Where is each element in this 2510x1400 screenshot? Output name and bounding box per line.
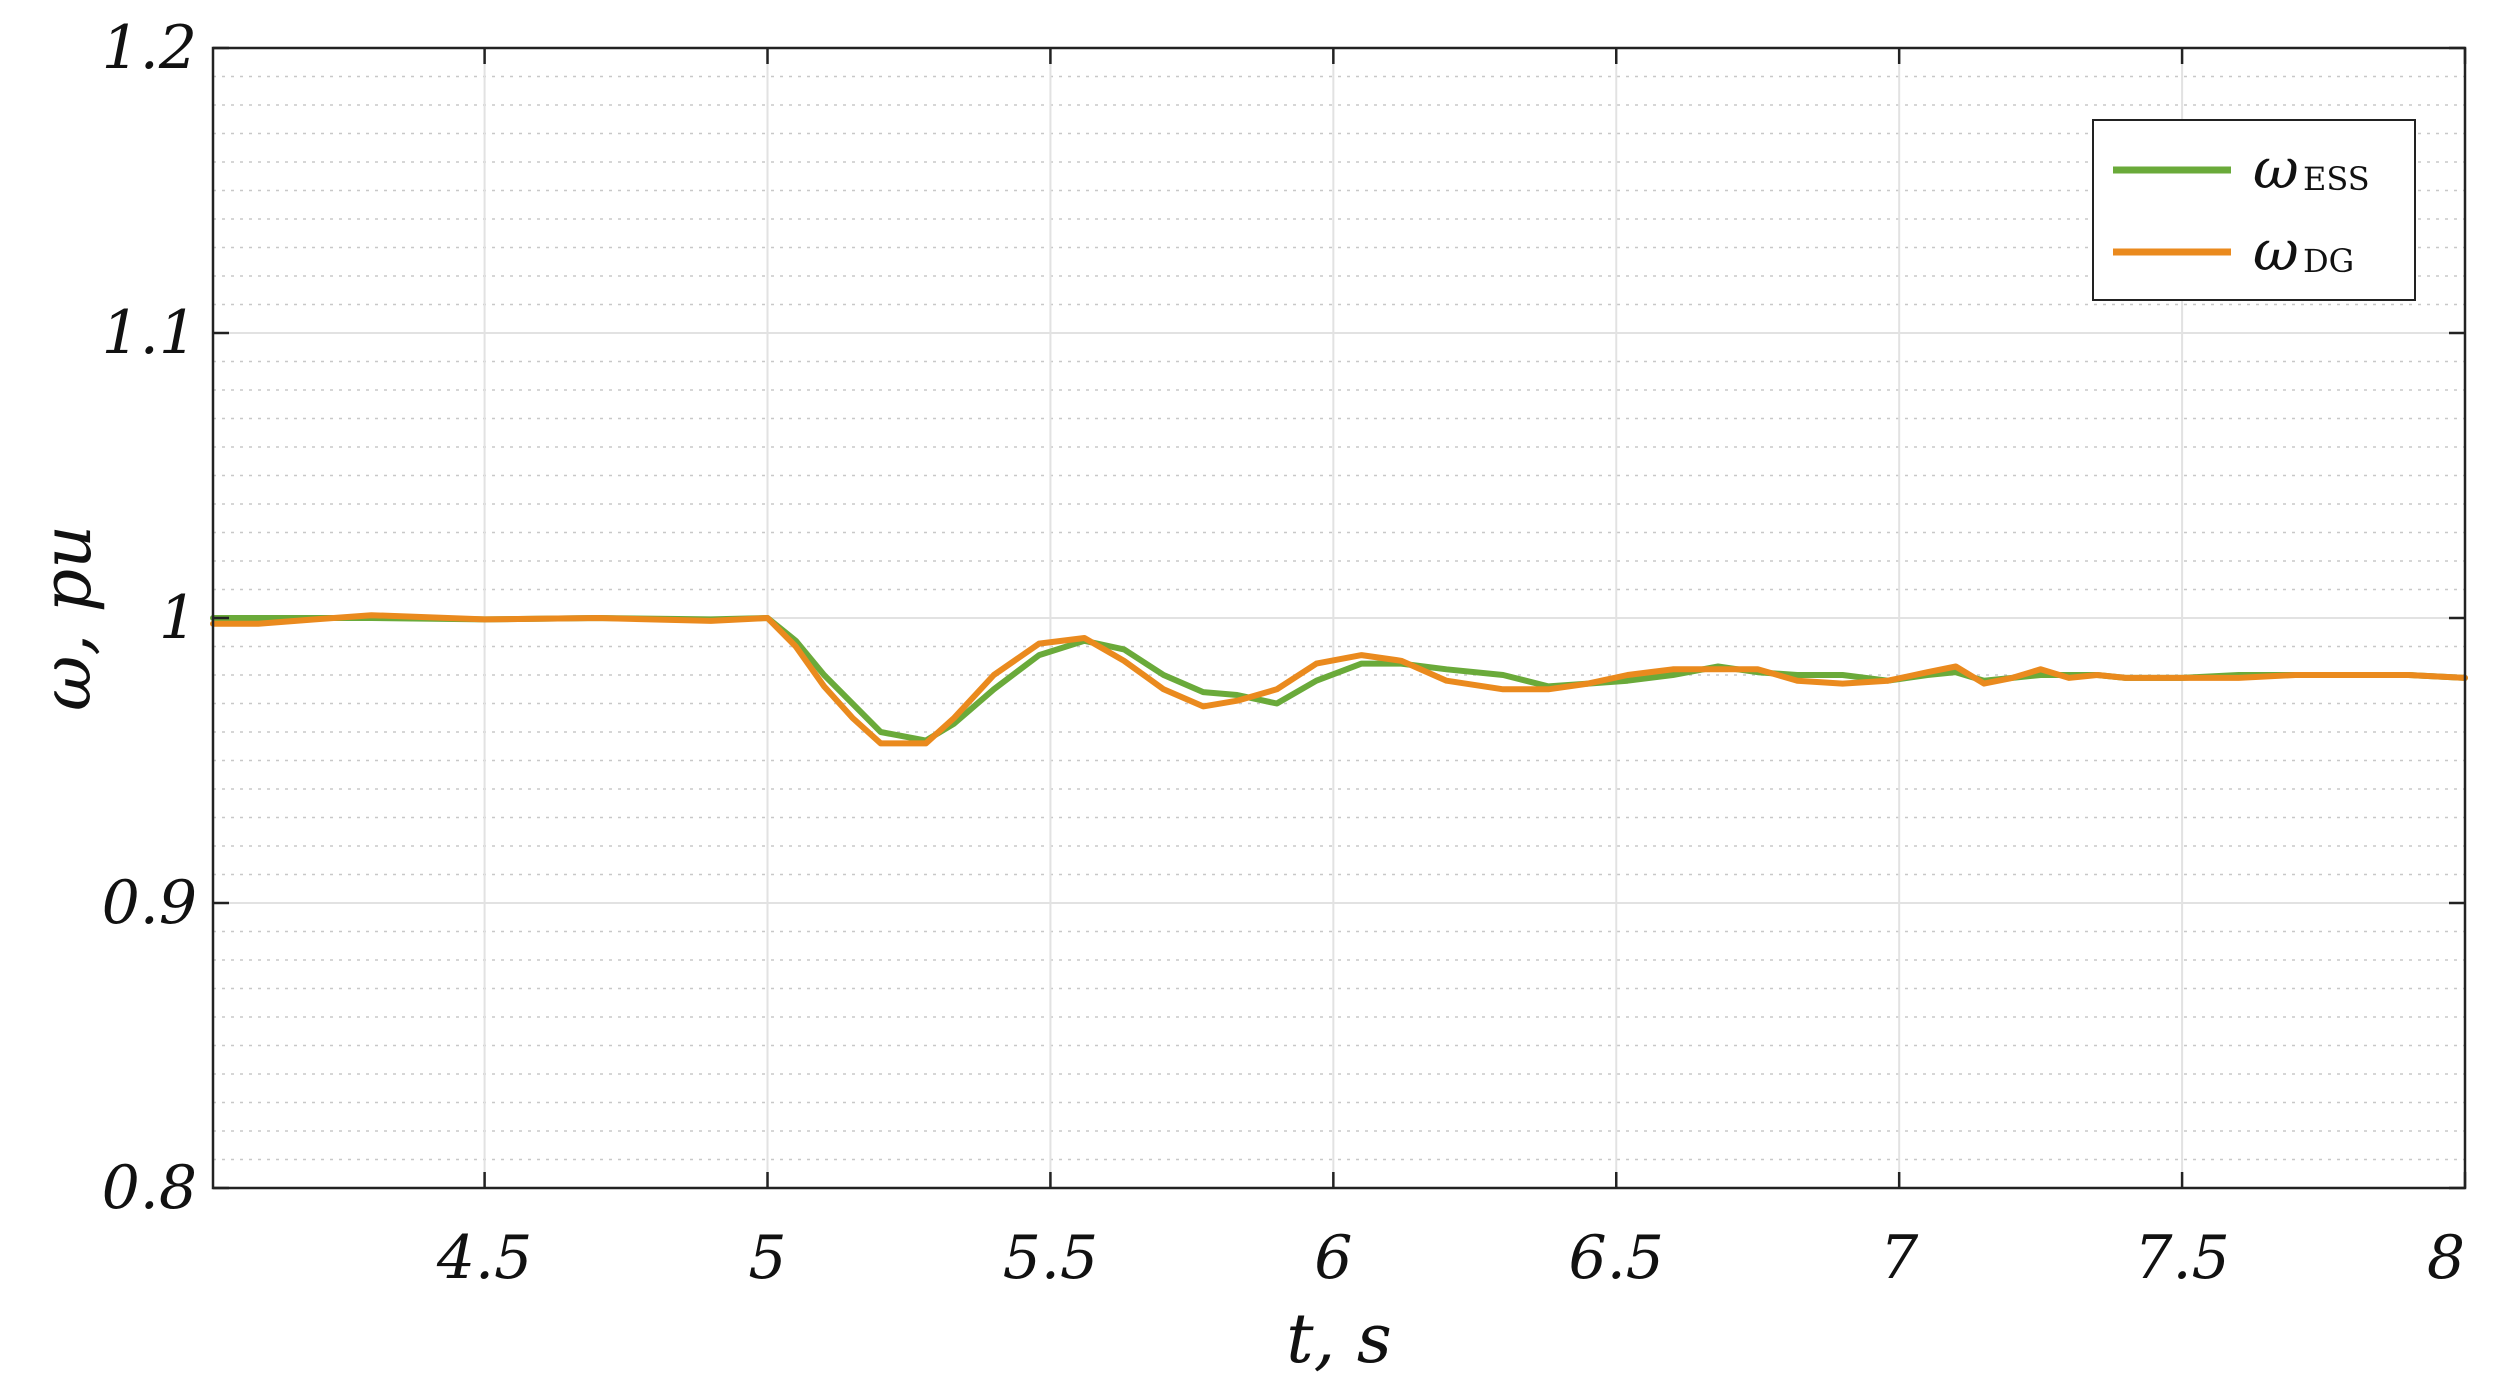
y-tick-label: 1 [159, 583, 197, 653]
y-axis-label: ω, pu [28, 525, 107, 711]
tick-labels: 0.8 0.9 1 1.1 1.2 4.5 5 5.5 6 6.5 7 7.5 8 [102, 13, 2465, 1293]
x-tick-label: 7.5 [2134, 1223, 2229, 1293]
legend: ω ESS ω DG [2092, 119, 2416, 301]
y-tick-label: 1.1 [102, 298, 197, 368]
legend-label-dg: ω [2253, 219, 2299, 284]
x-tick-label: 5 [748, 1223, 786, 1293]
x-tick-label: 6.5 [1569, 1223, 1664, 1293]
legend-label-ess: ω [2253, 137, 2299, 202]
legend-subscript-ess: ESS [2303, 160, 2370, 198]
series-line-dg [210, 612, 2468, 747]
legend-box [2092, 119, 2416, 301]
y-tick-label: 0.9 [102, 868, 197, 938]
series-layer [210, 612, 2468, 747]
x-tick-label: 8 [2427, 1223, 2465, 1293]
legend-subscript-dg: DG [2303, 242, 2354, 280]
y-tick-label: 1.2 [102, 13, 197, 83]
x-tick-label: 5.5 [1003, 1223, 1098, 1293]
x-tick-label: 6 [1314, 1223, 1352, 1293]
minor-grid [213, 75, 2465, 1161]
x-axis-label: t, s [1286, 1300, 1391, 1379]
x-tick-label: 4.5 [436, 1223, 532, 1293]
x-tick-label: 7 [1880, 1223, 1919, 1293]
y-tick-label: 0.8 [102, 1153, 197, 1223]
ticks-layer [213, 46, 2467, 1190]
